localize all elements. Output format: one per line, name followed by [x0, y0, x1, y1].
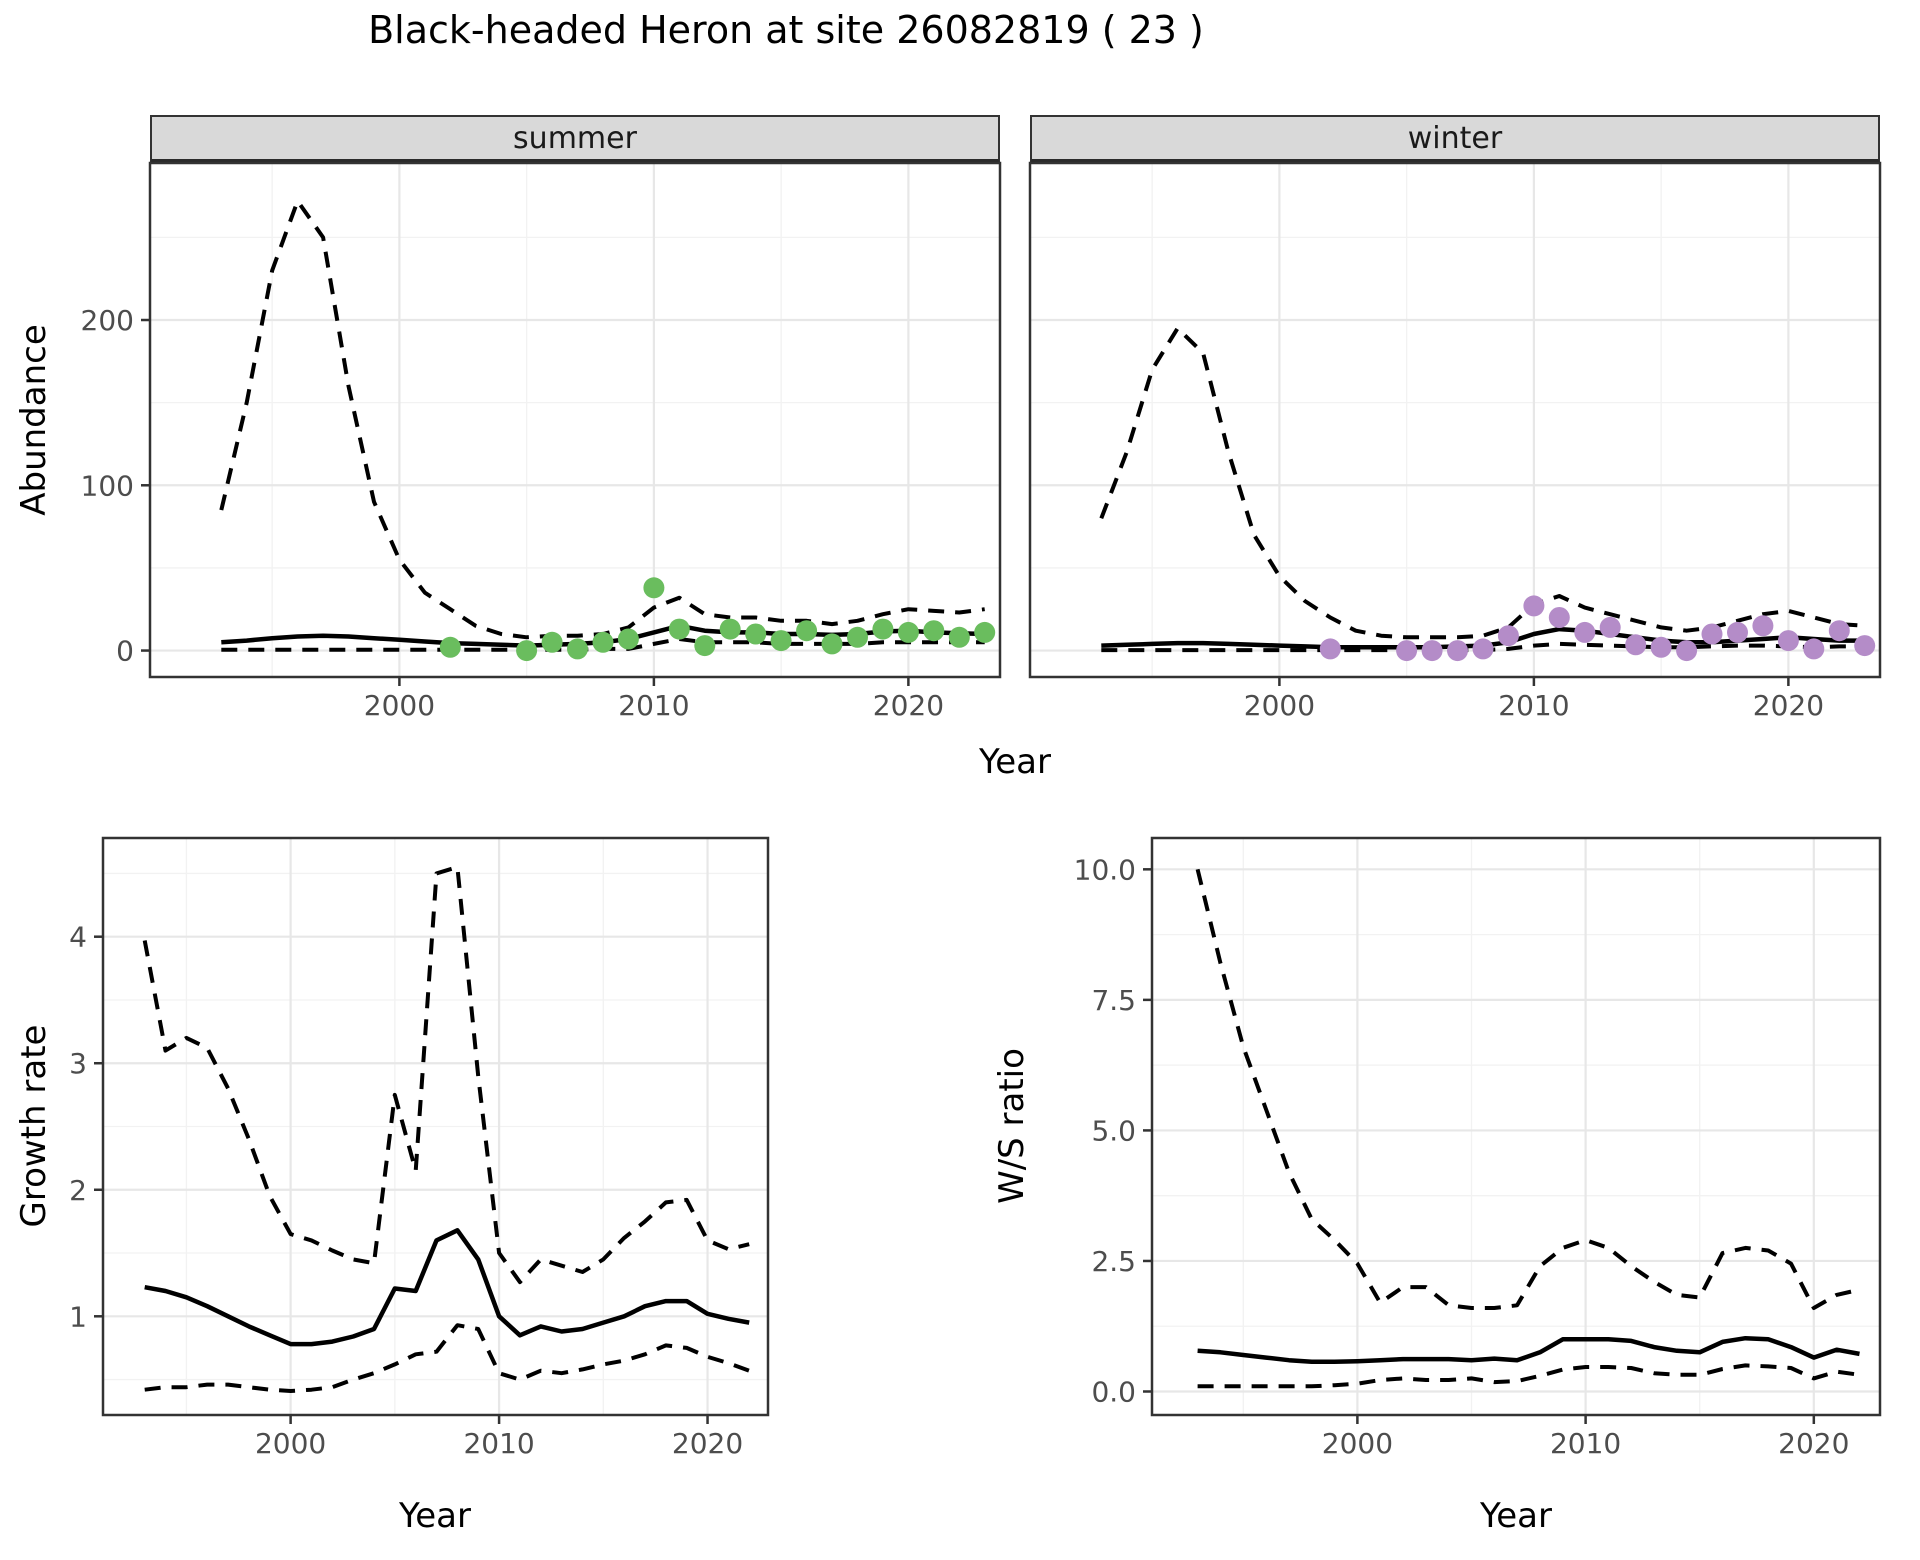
observed_counts-point — [668, 618, 690, 640]
y-axis-title-growth-rate: Growth rate — [14, 1024, 54, 1228]
svg-text:2020: 2020 — [1778, 1427, 1849, 1460]
panel-abundance_winter: 2000 2010 2020 — [1028, 161, 1882, 722]
observed_counts-point — [1777, 630, 1799, 652]
x-axis-title-year-bottom-right: Year — [1480, 1496, 1552, 1536]
observed_counts-point — [1727, 621, 1748, 643]
observed_counts-point — [1421, 640, 1443, 662]
svg-text:10.0: 10.0 — [1074, 853, 1136, 886]
svg-text:2020: 2020 — [672, 1427, 743, 1460]
facet-strip-summer: summer — [150, 115, 1000, 163]
svg-text:3: 3 — [69, 1047, 87, 1080]
observed_counts-point — [821, 633, 843, 655]
svg-text:2000: 2000 — [364, 689, 435, 722]
observed_counts-point — [1752, 615, 1774, 637]
observed_counts-point — [948, 626, 970, 648]
facet-strip-summer-label: summer — [513, 120, 637, 156]
observed_counts-point — [1599, 616, 1621, 638]
svg-text:2010: 2010 — [618, 689, 689, 722]
y-axis-title-abundance: Abundance — [14, 324, 54, 516]
facet-strip-winter: winter — [1030, 115, 1880, 163]
observed_counts-point — [1319, 638, 1341, 660]
observed_counts-point — [1701, 623, 1723, 645]
observed_counts-point — [974, 621, 996, 643]
observed_counts-point — [541, 631, 563, 653]
svg-text:2000: 2000 — [1322, 1427, 1393, 1460]
observed_counts-point — [796, 620, 818, 642]
facet-strip-winter-label: winter — [1407, 120, 1503, 156]
series-median — [144, 1228, 750, 1347]
series-upper_ci — [1195, 868, 1860, 1310]
observed_counts-point — [1625, 634, 1647, 656]
svg-text:4: 4 — [69, 921, 87, 954]
observed_counts-point — [1854, 635, 1876, 657]
svg-text:2000: 2000 — [1244, 689, 1315, 722]
svg-text:2010: 2010 — [1498, 689, 1569, 722]
svg-text:2000: 2000 — [255, 1427, 326, 1460]
observed_counts-point — [439, 636, 461, 658]
svg-text:2010: 2010 — [463, 1427, 534, 1460]
panel-ws_ratio: 2000 2010 2020 0.0 2.5 5.0 7.5 10.0 — [1074, 836, 1882, 1460]
observed_counts-point — [770, 630, 792, 652]
series-upper_ci — [142, 865, 750, 1285]
series-median — [1197, 1335, 1860, 1364]
panel-abundance_summer: 2000 2010 2020 0 100 200 — [81, 161, 1002, 722]
observed_counts-point — [694, 635, 716, 657]
svg-text:2010: 2010 — [1550, 1427, 1621, 1460]
observed_counts-point — [1497, 625, 1519, 647]
observed_counts-point — [643, 577, 665, 599]
observed_counts-point — [872, 618, 894, 640]
y-axis-title-ws-ratio: W/S ratio — [992, 1048, 1032, 1204]
observed_counts-point — [1803, 638, 1825, 660]
observed_counts-point — [516, 640, 538, 662]
svg-text:1: 1 — [69, 1300, 87, 1333]
x-axis-title-year-bottom-left: Year — [399, 1496, 471, 1536]
svg-text:2020: 2020 — [873, 689, 944, 722]
svg-text:0.0: 0.0 — [1091, 1376, 1136, 1409]
observed_counts-point — [719, 618, 741, 640]
svg-text:100: 100 — [81, 469, 134, 502]
observed_counts-point — [592, 631, 614, 653]
observed_counts-point — [1650, 636, 1672, 658]
observed_counts-point — [1574, 621, 1596, 643]
svg-text:2.5: 2.5 — [1091, 1245, 1136, 1278]
observed_counts-point — [1523, 595, 1545, 617]
figure-title: Black-headed Heron at site 26082819 ( 23… — [368, 8, 1204, 52]
observed_counts-point — [1472, 638, 1494, 660]
series-lower_ci — [1197, 1363, 1860, 1389]
observed_counts-point — [617, 628, 639, 650]
observed_counts-point — [1396, 640, 1418, 662]
series-upper_ci — [1099, 326, 1865, 640]
observed_counts-point — [1447, 640, 1468, 662]
svg-text:200: 200 — [81, 304, 134, 337]
observed_counts-point — [897, 621, 919, 643]
svg-text:0: 0 — [116, 635, 134, 668]
observed_counts-point — [567, 638, 588, 660]
svg-text:2: 2 — [69, 1174, 87, 1207]
panel-growth_rate: 2000 2010 2020 1 2 3 4 — [69, 836, 770, 1460]
observed_counts-point — [1676, 640, 1698, 662]
observed_counts-point — [923, 620, 945, 642]
x-axis-title-year-top: Year — [979, 742, 1051, 782]
observed_counts-point — [1828, 620, 1850, 642]
svg-text:5.0: 5.0 — [1091, 1114, 1136, 1147]
observed_counts-point — [745, 623, 767, 645]
observed_counts-point — [847, 626, 868, 648]
svg-text:2020: 2020 — [1753, 689, 1824, 722]
svg-text:7.5: 7.5 — [1091, 984, 1136, 1017]
observed_counts-point — [1548, 607, 1570, 628]
